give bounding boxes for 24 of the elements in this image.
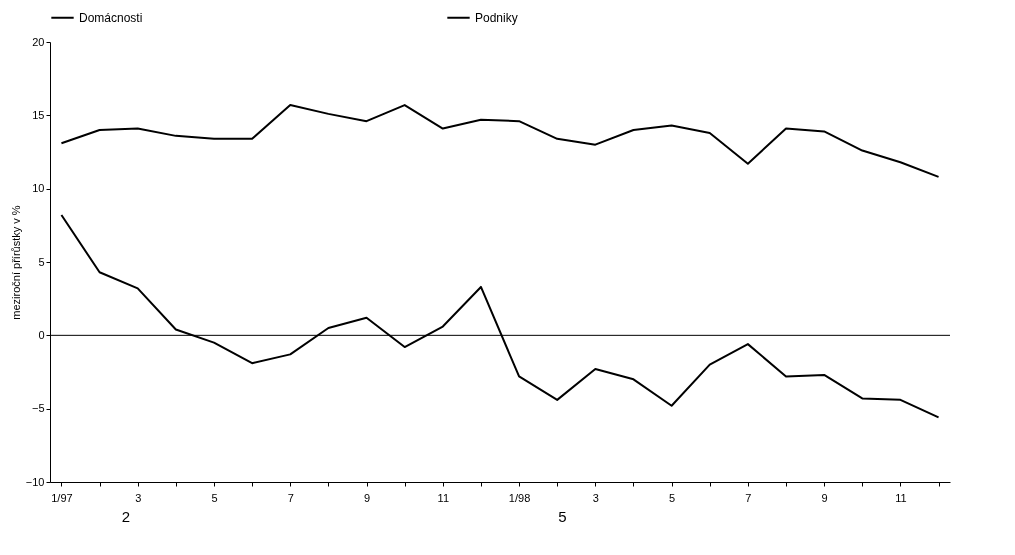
legend-label: Domácnosti bbox=[79, 10, 143, 25]
y-tick-label: 10 bbox=[32, 182, 45, 195]
x-tick-label: 5 bbox=[669, 491, 676, 504]
text: 2 bbox=[121, 508, 131, 525]
y-tick-label: −10 bbox=[25, 475, 45, 488]
y-tick-label: −5 bbox=[31, 402, 45, 415]
y-tick-label: 5 bbox=[38, 255, 45, 268]
x-tick-label: 11 bbox=[895, 491, 907, 504]
x-tick-label: 5 bbox=[211, 491, 218, 504]
x-tick-label: 11 bbox=[437, 491, 450, 504]
y-tick-label: 15 bbox=[32, 108, 45, 121]
y-axis-title: meziroční přírůstky v % bbox=[9, 205, 22, 320]
legend-label: Podniky bbox=[475, 10, 518, 25]
x-tick-label: 1/97 bbox=[51, 491, 73, 504]
x-tick-label: 9 bbox=[363, 491, 371, 504]
y-tick-label: 0 bbox=[38, 328, 45, 341]
x-tick-label: 1/98 bbox=[508, 491, 531, 504]
text: 5 bbox=[558, 508, 567, 525]
y-tick-label: 20 bbox=[32, 35, 45, 48]
x-tick-label: 7 bbox=[745, 491, 752, 504]
x-tick-label: 3 bbox=[135, 491, 142, 504]
x-tick-label: 7 bbox=[287, 491, 294, 504]
x-tick-label: 9 bbox=[821, 491, 828, 504]
x-tick-label: 3 bbox=[592, 491, 599, 504]
